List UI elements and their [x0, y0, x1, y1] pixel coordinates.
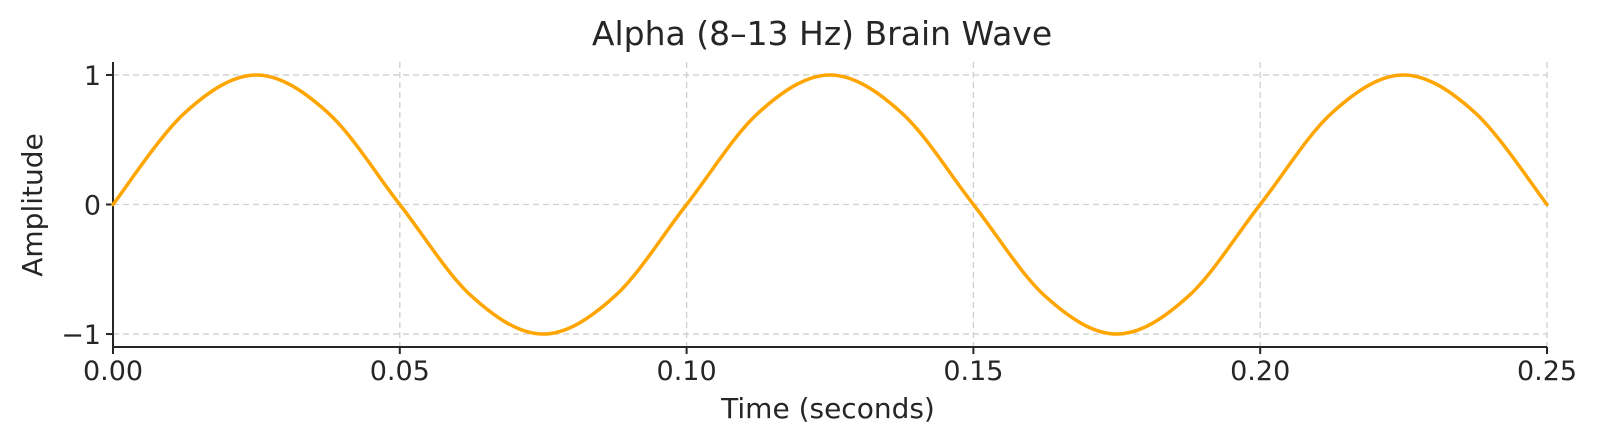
x-tick-label: 0.05: [370, 356, 430, 387]
y-tick-label: −1: [61, 320, 101, 351]
x-tick-label: 0.25: [1517, 356, 1577, 387]
chart-title: Alpha (8–13 Hz) Brain Wave: [592, 14, 1052, 53]
x-tick-label: 0.15: [943, 356, 1003, 387]
series-line-alpha-wave: [111, 73, 1549, 336]
x-ticks: 0.00 0.05 0.10 0.15 0.20 0.25: [83, 347, 1577, 387]
y-axis-label: Amplitude: [16, 133, 49, 277]
y-tick-label: 0: [84, 191, 101, 222]
x-tick-label: 0.00: [83, 356, 143, 387]
x-axis-label: Time (seconds): [720, 392, 935, 425]
x-tick-label: 0.10: [657, 356, 717, 387]
y-ticks: 1 0 −1: [61, 61, 113, 351]
x-tick-label: 0.20: [1230, 356, 1290, 387]
y-tick-label: 1: [84, 61, 101, 92]
grid: [112, 62, 1548, 347]
series-group: [111, 73, 1549, 336]
